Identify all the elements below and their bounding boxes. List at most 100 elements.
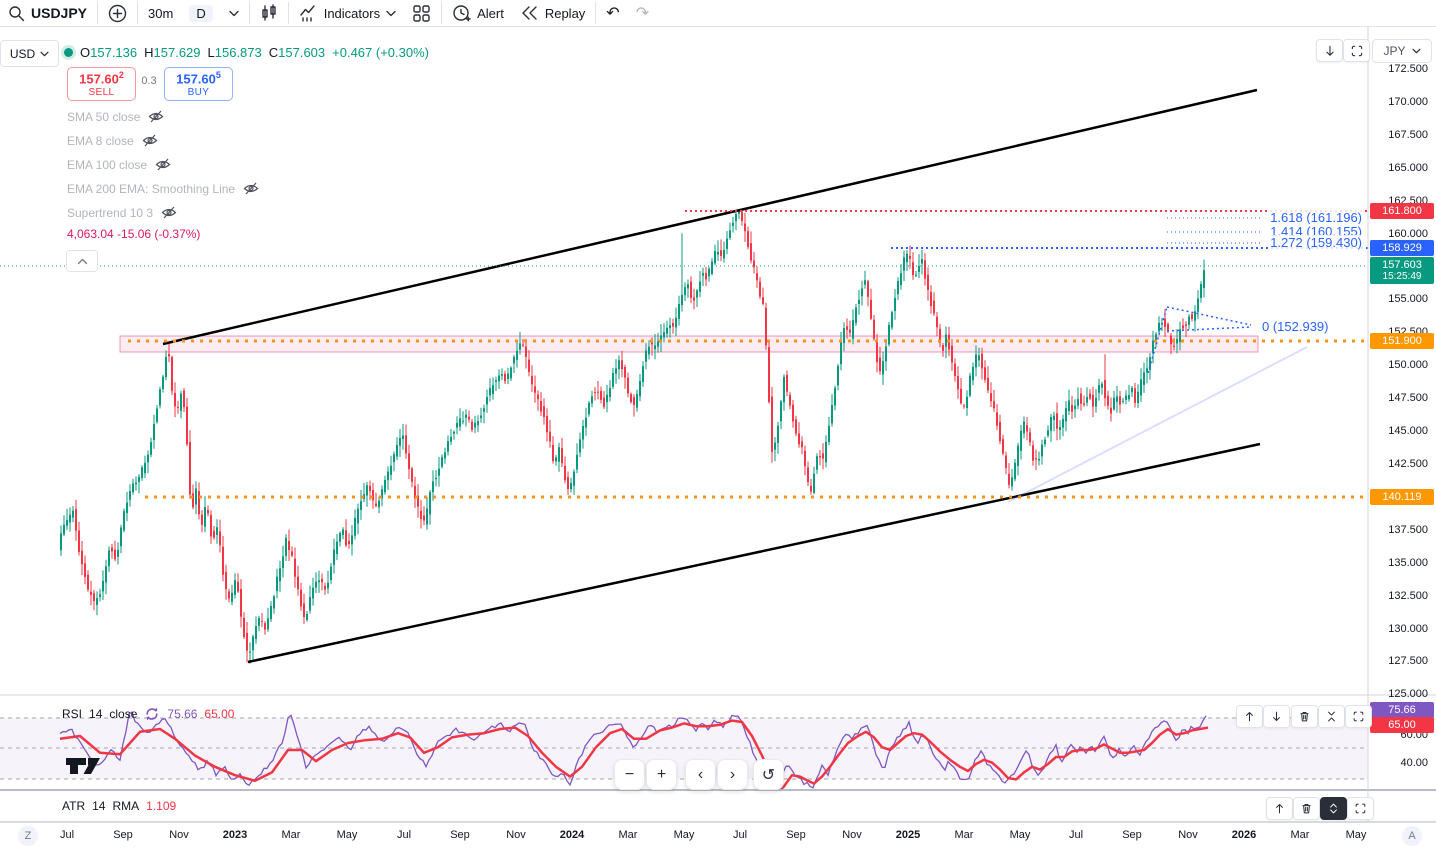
fib-extension-label[interactable]: 1.272 (159.430) bbox=[1268, 235, 1364, 250]
redo-icon: ↷ bbox=[635, 5, 650, 22]
scroll-right-button[interactable]: › bbox=[717, 759, 748, 790]
replay-label: Replay bbox=[544, 5, 586, 21]
atr-legend[interactable]: ATR 14 RMA 1.109 bbox=[62, 798, 176, 814]
toolbar-separator bbox=[441, 2, 443, 24]
interval-menu-button[interactable] bbox=[221, 1, 247, 25]
trash-icon bbox=[1302, 804, 1311, 814]
axis-currency-selector[interactable]: JPY bbox=[1372, 39, 1432, 63]
time-axis-label: Mar bbox=[1290, 829, 1310, 841]
price-tick: 125.000 bbox=[1388, 688, 1428, 700]
indicator-row[interactable]: EMA 100 close bbox=[67, 156, 171, 173]
indicator-templates-button[interactable] bbox=[404, 1, 439, 25]
atr-maximize-button[interactable] bbox=[1347, 797, 1374, 820]
timezone-button[interactable]: Z bbox=[18, 826, 38, 846]
supply-zone[interactable] bbox=[119, 335, 1259, 353]
rsi-delete-button[interactable] bbox=[1291, 705, 1318, 728]
toolbar-separator bbox=[137, 2, 139, 24]
replay-button[interactable]: Replay bbox=[512, 1, 593, 25]
indicator-row[interactable]: Supertrend 10 3 bbox=[67, 204, 177, 221]
legend-collapse-button[interactable] bbox=[66, 250, 98, 272]
maximize-pane-button[interactable] bbox=[1343, 39, 1370, 62]
sell-button[interactable]: 157.602 SELL bbox=[67, 67, 136, 101]
alert-button[interactable]: Alert bbox=[444, 1, 512, 25]
unit-currency-selector[interactable]: USD bbox=[0, 40, 59, 67]
symbol-name: USDJPY bbox=[31, 5, 88, 21]
rsi-move-down-button[interactable] bbox=[1263, 705, 1290, 728]
sync-icon[interactable] bbox=[144, 706, 160, 722]
comparison-value: 4,063.04 -15.06 (-0.37%) bbox=[67, 227, 201, 241]
atr-expand-button[interactable] bbox=[1320, 797, 1347, 820]
redo-button[interactable]: ↷ bbox=[628, 1, 657, 25]
trendline[interactable] bbox=[247, 442, 1261, 664]
compare-add-button[interactable] bbox=[100, 1, 135, 25]
trash-icon bbox=[1300, 712, 1309, 722]
trendline[interactable] bbox=[162, 88, 1258, 346]
price-tick: 40.00 bbox=[1400, 757, 1428, 769]
eye-off-icon[interactable] bbox=[243, 182, 259, 195]
time-axis[interactable]: Z A Jul Sep Nov 2023 Mar May Jul Sep Nov 2024 Mar M… bbox=[0, 822, 1436, 849]
zoom-out-button[interactable]: − bbox=[614, 759, 645, 790]
eye-off-icon[interactable] bbox=[161, 206, 177, 219]
fib-extension-label[interactable]: 1.618 (161.196) bbox=[1268, 210, 1364, 225]
eye-off-icon[interactable] bbox=[142, 134, 158, 147]
fib-trend-segment[interactable] bbox=[1166, 326, 1252, 332]
price-tick: 147.500 bbox=[1388, 392, 1428, 404]
price-tick: 142.500 bbox=[1388, 458, 1428, 470]
rsi-legend[interactable]: RSI 14 close 75.66 65.00 bbox=[62, 705, 234, 723]
ohlc-change: +0.467 (+0.30%) bbox=[332, 44, 429, 60]
price-badge: 140.119 bbox=[1370, 489, 1434, 505]
rsi-value: 75.66 bbox=[167, 707, 198, 721]
undo-button[interactable]: ↶ bbox=[598, 1, 627, 25]
symbol-search-button[interactable]: USDJPY bbox=[0, 1, 95, 25]
adjust-button[interactable]: A bbox=[1402, 826, 1422, 846]
time-axis-label: 2023 bbox=[222, 829, 248, 841]
scroll-to-recent-button[interactable] bbox=[1316, 39, 1343, 62]
indicator-row[interactable]: EMA 200 EMA: Smoothing Line bbox=[67, 180, 259, 197]
indicator-row[interactable]: SMA 50 close bbox=[67, 108, 164, 125]
rsi-move-up-button[interactable] bbox=[1236, 705, 1263, 728]
chevron-down-icon bbox=[40, 51, 49, 56]
indicators-button[interactable]: Indicators bbox=[291, 1, 404, 25]
fib-trend-segment[interactable] bbox=[1147, 306, 1168, 374]
alert-clock-icon bbox=[453, 4, 471, 21]
scroll-left-button[interactable]: ‹ bbox=[685, 759, 716, 790]
time-axis-label: Jul bbox=[732, 829, 748, 841]
interval-30m[interactable]: 30m bbox=[148, 5, 174, 21]
fib-zero-label[interactable]: 0 (152.939) bbox=[1262, 319, 1329, 334]
price-tick: 127.500 bbox=[1388, 655, 1428, 667]
indicator-row[interactable]: EMA 8 close bbox=[67, 132, 158, 149]
price-tick: 150.000 bbox=[1388, 359, 1428, 371]
badge-value: 140.119 bbox=[1382, 491, 1422, 503]
candlestick-icon bbox=[262, 4, 276, 21]
layout-grid-icon bbox=[413, 4, 430, 22]
rsi-maximize-button[interactable] bbox=[1345, 705, 1372, 728]
buy-button[interactable]: 157.605 BUY bbox=[164, 67, 233, 101]
price-tick: 172.500 bbox=[1388, 63, 1428, 75]
indicators-label: Indicators bbox=[323, 5, 381, 21]
price-badge: 161.800 bbox=[1370, 203, 1434, 219]
time-axis-label: 2026 bbox=[1231, 829, 1257, 841]
replay-icon bbox=[522, 6, 537, 20]
tradingview-logo[interactable] bbox=[64, 752, 106, 780]
interval-daily[interactable]: D bbox=[181, 1, 220, 25]
price-axis[interactable]: JPY 172.500 170.000 167.500 165.000 162.500 1… bbox=[1368, 26, 1436, 822]
fib-trend-segment[interactable] bbox=[1166, 306, 1252, 326]
price-badge: 158.929 bbox=[1370, 240, 1434, 256]
time-axis-label: May bbox=[673, 829, 695, 841]
atr-delete-button[interactable] bbox=[1293, 797, 1320, 820]
time-axis-label: Jul bbox=[396, 829, 412, 841]
atr-move-up-button[interactable] bbox=[1266, 797, 1293, 820]
eye-off-icon[interactable] bbox=[148, 110, 164, 123]
maximize-icon bbox=[1355, 803, 1366, 814]
eye-off-icon[interactable] bbox=[155, 158, 171, 171]
toolbar-separator bbox=[287, 2, 289, 24]
trendline[interactable] bbox=[1007, 346, 1308, 503]
toolbar-separator bbox=[595, 2, 597, 24]
time-axis-label: Nov bbox=[842, 829, 862, 841]
indicator-label: EMA 200 EMA: Smoothing Line bbox=[67, 181, 236, 196]
chart-style-button[interactable] bbox=[252, 1, 286, 25]
reset-view-button[interactable]: ↺ bbox=[753, 759, 784, 790]
zoom-in-button[interactable]: + bbox=[646, 759, 677, 790]
rsi-collapse-button[interactable] bbox=[1318, 705, 1345, 728]
atr-params: 14 bbox=[92, 799, 106, 813]
